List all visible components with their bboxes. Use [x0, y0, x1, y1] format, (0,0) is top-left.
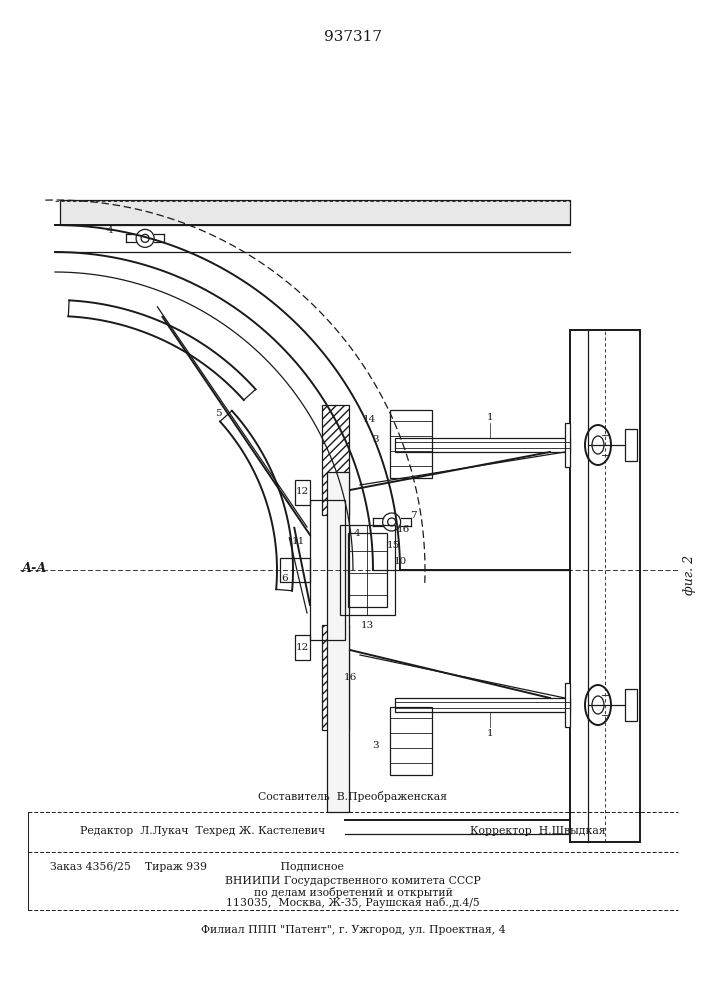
Bar — [395, 438, 570, 452]
Text: 10: 10 — [393, 558, 407, 566]
Text: 16: 16 — [397, 526, 409, 534]
Text: 1: 1 — [486, 412, 493, 422]
Text: 11: 11 — [291, 538, 305, 546]
Text: 4: 4 — [107, 226, 113, 235]
Text: 12: 12 — [296, 644, 309, 652]
Bar — [295, 635, 310, 660]
Bar — [625, 689, 637, 721]
Text: фиг. 2: фиг. 2 — [684, 555, 696, 595]
Text: 16: 16 — [344, 674, 356, 682]
Text: 7: 7 — [409, 510, 416, 520]
Text: 937317: 937317 — [324, 30, 382, 44]
Bar — [327, 472, 349, 812]
Bar — [295, 480, 310, 505]
Bar — [280, 558, 310, 582]
Text: Филиал ППП "Патент", г. Ужгород, ул. Проектная, 4: Филиал ППП "Патент", г. Ужгород, ул. Про… — [201, 925, 506, 935]
Bar — [348, 533, 387, 607]
Text: Заказ 4356/25    Тираж 939                     Подписное: Заказ 4356/25 Тираж 939 Подписное — [50, 862, 344, 872]
Text: 12: 12 — [296, 488, 309, 496]
Bar — [340, 525, 395, 615]
Bar — [625, 429, 637, 461]
Text: 15: 15 — [386, 540, 399, 550]
Text: 13: 13 — [361, 620, 373, 630]
Text: 1: 1 — [486, 728, 493, 738]
Text: 5: 5 — [215, 409, 221, 418]
Text: 6: 6 — [281, 574, 288, 583]
Bar — [565, 683, 570, 727]
Text: Редактор  Л.Лукач  Техред Ж. Кастелевич: Редактор Л.Лукач Техред Ж. Кастелевич — [80, 826, 325, 836]
Bar — [565, 423, 570, 467]
Bar — [570, 330, 640, 842]
Bar — [390, 410, 432, 478]
Text: ВНИИПИ Государственного комитета СССР: ВНИИПИ Государственного комитета СССР — [225, 876, 481, 886]
Text: по делам изобретений и открытий: по делам изобретений и открытий — [254, 886, 452, 898]
Text: 14: 14 — [363, 416, 375, 424]
Text: 4: 4 — [354, 529, 360, 538]
Text: Составитель  В.Преображенская: Составитель В.Преображенская — [259, 792, 448, 802]
Text: 3: 3 — [373, 434, 380, 444]
Bar — [390, 707, 432, 775]
Text: Корректор  Н.Швыдкая: Корректор Н.Швыдкая — [470, 826, 606, 836]
Text: 3: 3 — [373, 742, 380, 750]
Text: А-А: А-А — [22, 562, 47, 574]
Bar — [322, 625, 349, 730]
Text: 113035,  Москва, Ж-35, Раушская наб.,д.4/5: 113035, Москва, Ж-35, Раушская наб.,д.4/… — [226, 898, 480, 908]
Bar — [60, 200, 570, 225]
Bar — [395, 698, 570, 712]
Bar — [310, 500, 345, 640]
Bar — [322, 405, 349, 515]
